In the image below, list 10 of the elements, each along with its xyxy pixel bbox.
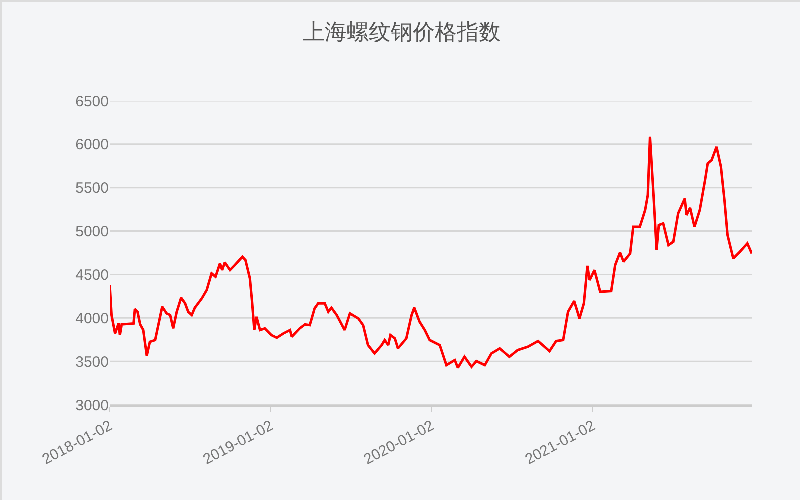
y-tick-label: 5000 (76, 224, 109, 241)
line-series (110, 136, 752, 370)
chart-title: 上海螺纹钢价格指数 (303, 20, 501, 46)
y-tick-label: 6500 (76, 93, 109, 110)
y-tick-label: 4500 (76, 266, 109, 284)
y-tick-label: 6000 (76, 136, 109, 154)
y-tick-label: 3500 (76, 354, 109, 371)
y-tick-label: 3000 (76, 397, 109, 414)
y-tick-label: 5500 (76, 180, 109, 198)
y-tick-label: 4000 (76, 310, 109, 328)
